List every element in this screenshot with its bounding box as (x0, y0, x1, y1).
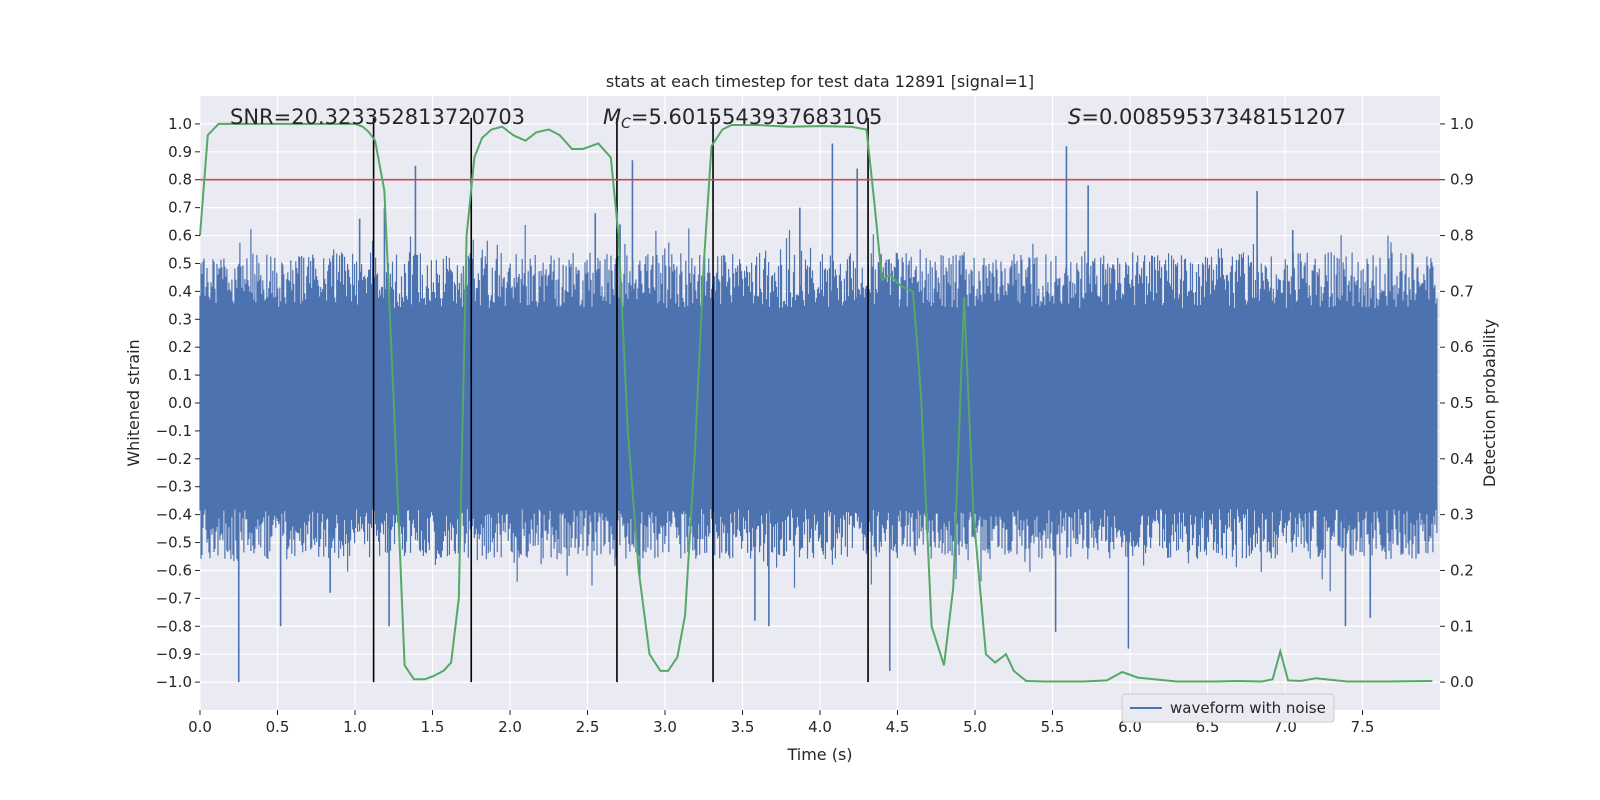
x-tick-label: 4.0 (808, 718, 832, 736)
y-tick-label: −0.3 (156, 478, 192, 496)
s-value: =0.00859537348151207 (1081, 105, 1346, 129)
y-tick-label: 0.9 (168, 143, 192, 161)
y-tick-label: −0.6 (156, 561, 192, 579)
x-axis-label: Time (s) (786, 745, 852, 764)
probability-series (199, 122, 1433, 683)
y2-tick-label: 0.6 (1450, 338, 1474, 356)
y2-axis-label: Detection probability (1480, 319, 1499, 487)
y-tick-label: −0.1 (156, 422, 192, 440)
chirp-mass-symbol: M (603, 105, 621, 129)
y2-tick-label: 0.0 (1450, 673, 1474, 691)
y2-tick-label: 0.3 (1450, 506, 1474, 524)
y2-tick-label: 0.1 (1450, 617, 1474, 635)
x-tick-label: 7.5 (1351, 718, 1375, 736)
y-tick-label: −0.2 (156, 450, 192, 468)
x-tick-label: 5.5 (1041, 718, 1065, 736)
chirp-mass-value: =5.6015543937683105 (631, 105, 882, 129)
y2-tick-label: 0.9 (1450, 171, 1474, 189)
s-annotation: S=0.00859537348151207 (1068, 105, 1346, 129)
x-tick-label: 1.5 (421, 718, 445, 736)
legend-label: waveform with noise (1170, 699, 1326, 717)
y-tick-label: 0.1 (168, 366, 192, 384)
y-tick-label: −1.0 (156, 673, 192, 691)
y2-tick-label: 0.4 (1450, 450, 1474, 468)
x-tick-label: 2.0 (498, 718, 522, 736)
x-tick-label: 1.0 (343, 718, 367, 736)
y-tick-label: 0.6 (168, 227, 192, 245)
snr-annotation: SNR=20.323352813720703 (230, 105, 525, 129)
y-tick-label: 0.5 (168, 254, 192, 272)
y-tick-label: 0.4 (168, 282, 192, 300)
y-tick-label: 1.0 (168, 115, 192, 133)
y-tick-label: −0.4 (156, 506, 192, 524)
x-axis-ticks: 0.0 0.5 1.0 1.5 2.0 2.5 3.0 3.5 4.0 4.5 5.0 5.5 6.0 6… (188, 710, 1374, 736)
y-tick-label: 0.0 (168, 394, 192, 412)
y-tick-label: 0.3 (168, 310, 192, 328)
y-tick-label: −0.9 (156, 645, 192, 663)
chart-title: stats at each timestep for test data 128… (606, 72, 1034, 91)
y-tick-label: −0.5 (156, 534, 192, 552)
y2-tick-label: 0.5 (1450, 394, 1474, 412)
y-tick-label: 0.7 (168, 199, 192, 217)
legend: waveform with noise (1121, 693, 1335, 723)
chirp-mass-annotation: MC=5.6015543937683105 (603, 105, 882, 132)
x-tick-label: 0.5 (266, 718, 290, 736)
y2-tick-label: 0.2 (1450, 561, 1474, 579)
y-axis-right-ticks: 1.0 0.9 0.8 0.7 0.6 0.5 0.4 0.3 0.2 0.1 0.0 (1440, 115, 1474, 691)
y-axis-label: Whitened strain (124, 339, 143, 466)
x-tick-label: 0.0 (188, 718, 212, 736)
y2-tick-label: 0.7 (1450, 282, 1474, 300)
x-tick-label: 3.0 (653, 718, 677, 736)
x-tick-label: 2.5 (576, 718, 600, 736)
y2-tick-label: 1.0 (1450, 115, 1474, 133)
y-tick-label: 0.8 (168, 171, 192, 189)
y-tick-label: −0.8 (156, 617, 192, 635)
x-tick-label: 4.5 (886, 718, 910, 736)
y2-tick-label: 0.8 (1450, 227, 1474, 245)
x-tick-label: 3.5 (731, 718, 755, 736)
chirp-mass-subscript: C (621, 116, 631, 132)
legend-box (1121, 693, 1335, 723)
y-tick-label: −0.7 (156, 589, 192, 607)
y-tick-label: 0.2 (168, 338, 192, 356)
waveform-series (199, 143, 1438, 683)
y-axis-left-ticks: 1.0 0.9 0.8 0.7 0.6 0.5 0.4 0.3 0.2 0.1 0.0 −0.1 −0.… (156, 115, 200, 691)
probability-line (199, 122, 1433, 683)
event-vertical-lines (372, 117, 869, 683)
x-tick-label: 5.0 (963, 718, 987, 736)
s-symbol: S (1068, 105, 1081, 129)
